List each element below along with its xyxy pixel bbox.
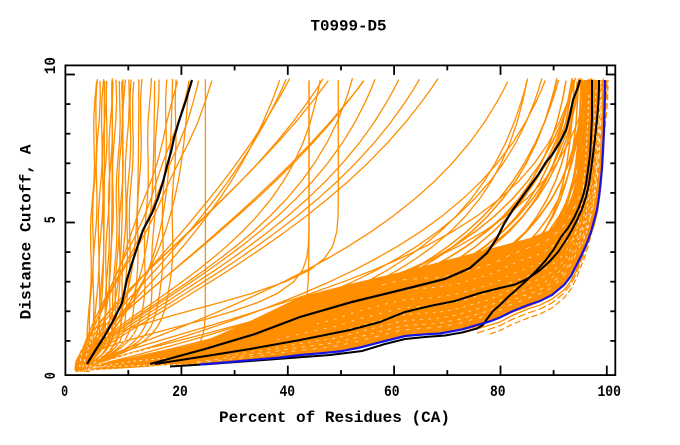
svg-text:20: 20 [172, 383, 188, 401]
svg-text:T0999-D5: T0999-D5 [311, 17, 387, 35]
svg-text:0: 0 [61, 383, 68, 401]
svg-text:Percent of Residues (CA): Percent of Residues (CA) [219, 409, 450, 427]
svg-text:0: 0 [42, 372, 60, 379]
svg-text:80: 80 [490, 383, 506, 401]
svg-text:40: 40 [280, 383, 296, 401]
svg-text:5: 5 [42, 216, 60, 223]
svg-text:10: 10 [42, 57, 60, 74]
svg-text:Distance Cutoff, A: Distance Cutoff, A [18, 144, 36, 319]
svg-text:100: 100 [597, 383, 621, 401]
svg-text:60: 60 [384, 383, 400, 401]
